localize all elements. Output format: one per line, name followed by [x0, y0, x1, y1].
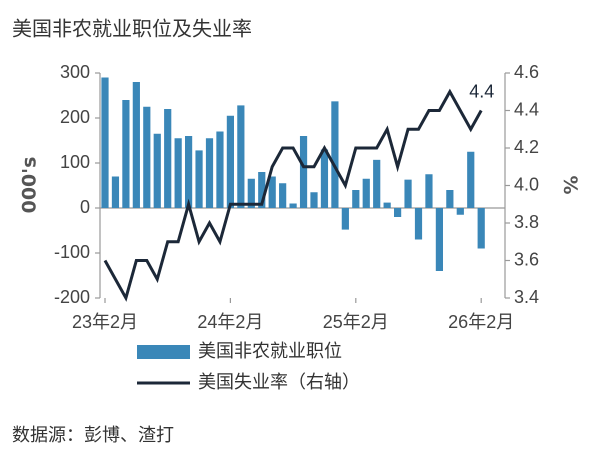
y2-tick-label: 4.0 — [514, 174, 539, 194]
legend-swatch — [137, 345, 190, 359]
bar — [268, 176, 276, 208]
bar — [435, 208, 443, 271]
bar — [425, 174, 433, 208]
bar — [373, 159, 381, 208]
bar — [456, 208, 464, 215]
y-tick-label: 200 — [60, 107, 90, 127]
bar — [362, 178, 370, 208]
y-tick-label: -100 — [54, 242, 90, 262]
bar — [477, 208, 485, 249]
source: 数据源：彭博、渣打 — [12, 425, 174, 446]
x-tick-label: 26年2月 — [448, 312, 514, 332]
y2-tick-label: 4.6 — [514, 62, 539, 82]
bar — [279, 183, 287, 208]
y2-tick-label: 4.4 — [514, 99, 539, 119]
bar — [185, 136, 193, 208]
bar — [122, 100, 130, 208]
bar — [320, 149, 329, 208]
bar — [467, 151, 475, 208]
bar — [132, 82, 140, 208]
bar — [341, 208, 349, 230]
bar — [205, 138, 214, 208]
x-tick-label: 23年2月 — [72, 312, 138, 332]
bar — [394, 208, 402, 217]
bar — [195, 150, 203, 208]
bar — [143, 106, 151, 208]
bar — [153, 133, 161, 208]
y-tick-label: 300 — [60, 62, 90, 82]
y2-tick-label: 3.8 — [514, 212, 539, 232]
y-tick-label: 0 — [80, 197, 90, 217]
bar — [226, 115, 234, 208]
bar — [216, 131, 224, 208]
bar — [164, 109, 172, 208]
bar — [310, 192, 318, 208]
bar — [174, 138, 182, 208]
y2-tick-label: 3.6 — [514, 249, 539, 269]
chart-title: 美国非农就业职位及失业率 — [12, 17, 252, 41]
annotation: 4.4 — [469, 81, 494, 101]
bar — [331, 101, 339, 208]
bar — [446, 190, 454, 208]
bar — [414, 208, 423, 240]
y-tick-label: 100 — [60, 152, 90, 172]
bar — [247, 178, 255, 208]
line — [103, 88, 483, 302]
x-tick-label: 25年2月 — [323, 312, 389, 332]
y2-tick-label: 4.2 — [514, 137, 539, 157]
bar — [289, 203, 297, 208]
x-tick-label: 24年2月 — [197, 312, 263, 332]
bar — [237, 105, 245, 208]
legend-label: 美国非农就业职位 — [198, 341, 342, 362]
bar — [258, 172, 266, 208]
bar — [101, 77, 109, 208]
legend-label: 美国失业率（右轴） — [198, 372, 360, 393]
y-tick-label: -200 — [54, 287, 90, 307]
bar — [352, 190, 360, 208]
bar — [111, 176, 120, 208]
y-axis-label: 000's — [19, 157, 41, 214]
y2-axis-label: % — [561, 175, 583, 194]
bar — [299, 136, 308, 208]
bar — [383, 202, 391, 208]
bar — [404, 179, 412, 208]
y2-tick-label: 3.4 — [514, 287, 539, 307]
